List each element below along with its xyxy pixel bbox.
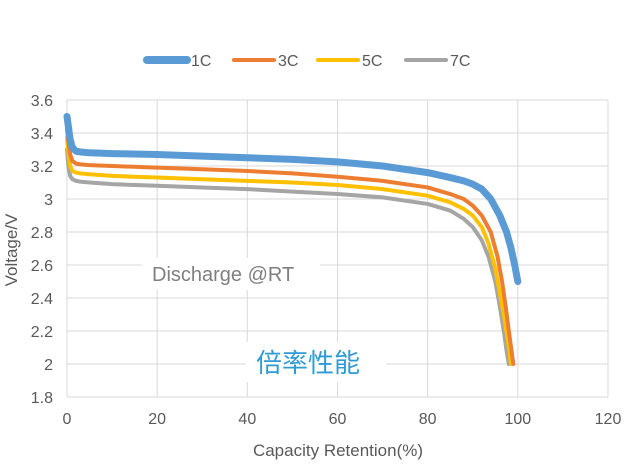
legend: 1C 3C 5C 7C [143, 53, 470, 70]
y-tick-label: 2.4 [31, 291, 53, 308]
annotations: Discharge @RT 倍率性能 [142, 258, 386, 382]
annotation-discharge-bg [142, 258, 320, 290]
x-tick-label: 60 [329, 411, 347, 428]
legend-label-7c: 7C [450, 53, 470, 70]
series-line-5c [65, 135, 514, 366]
y-tick-label: 3.4 [31, 126, 53, 143]
y-tick-label: 2.8 [31, 225, 53, 242]
y-axis-title: Voltage/V [2, 213, 21, 286]
series-line-3c [65, 127, 516, 366]
annotation-discharge-rt: Discharge @RT [152, 264, 294, 286]
x-tick-label: 100 [504, 411, 531, 428]
y-tick-label: 2.6 [31, 258, 53, 275]
annotation-rate-performance: 倍率性能 [256, 349, 360, 379]
x-axis-title: Capacity Retention(%) [253, 441, 423, 460]
x-tick-label: 80 [419, 411, 437, 428]
legend-label-5c: 5C [362, 53, 382, 70]
series-line-1c [63, 113, 522, 285]
x-tick-label: 120 [595, 411, 622, 428]
series-lines [63, 113, 522, 366]
y-tick-label: 1.8 [31, 390, 53, 407]
y-tick-label: 3.6 [31, 93, 53, 110]
x-tick-label: 40 [238, 411, 256, 428]
legend-label-3c: 3C [278, 53, 298, 70]
y-tick-label: 2.2 [31, 324, 53, 341]
annotation-rate-bg [246, 342, 386, 382]
legend-label-1c: 1C [191, 53, 211, 70]
y-tick-label: 3 [44, 192, 53, 209]
x-tick-label: 0 [63, 411, 72, 428]
x-tick-label: 20 [148, 411, 166, 428]
series-line-7c [65, 147, 511, 366]
tick-labels: 1.8 2 2.2 2.4 2.6 2.8 3 3.2 3.4 3.6 0 20 40 60 80 100 12… [31, 93, 622, 428]
y-tick-label: 3.2 [31, 159, 53, 176]
y-tick-label: 2 [44, 357, 53, 374]
